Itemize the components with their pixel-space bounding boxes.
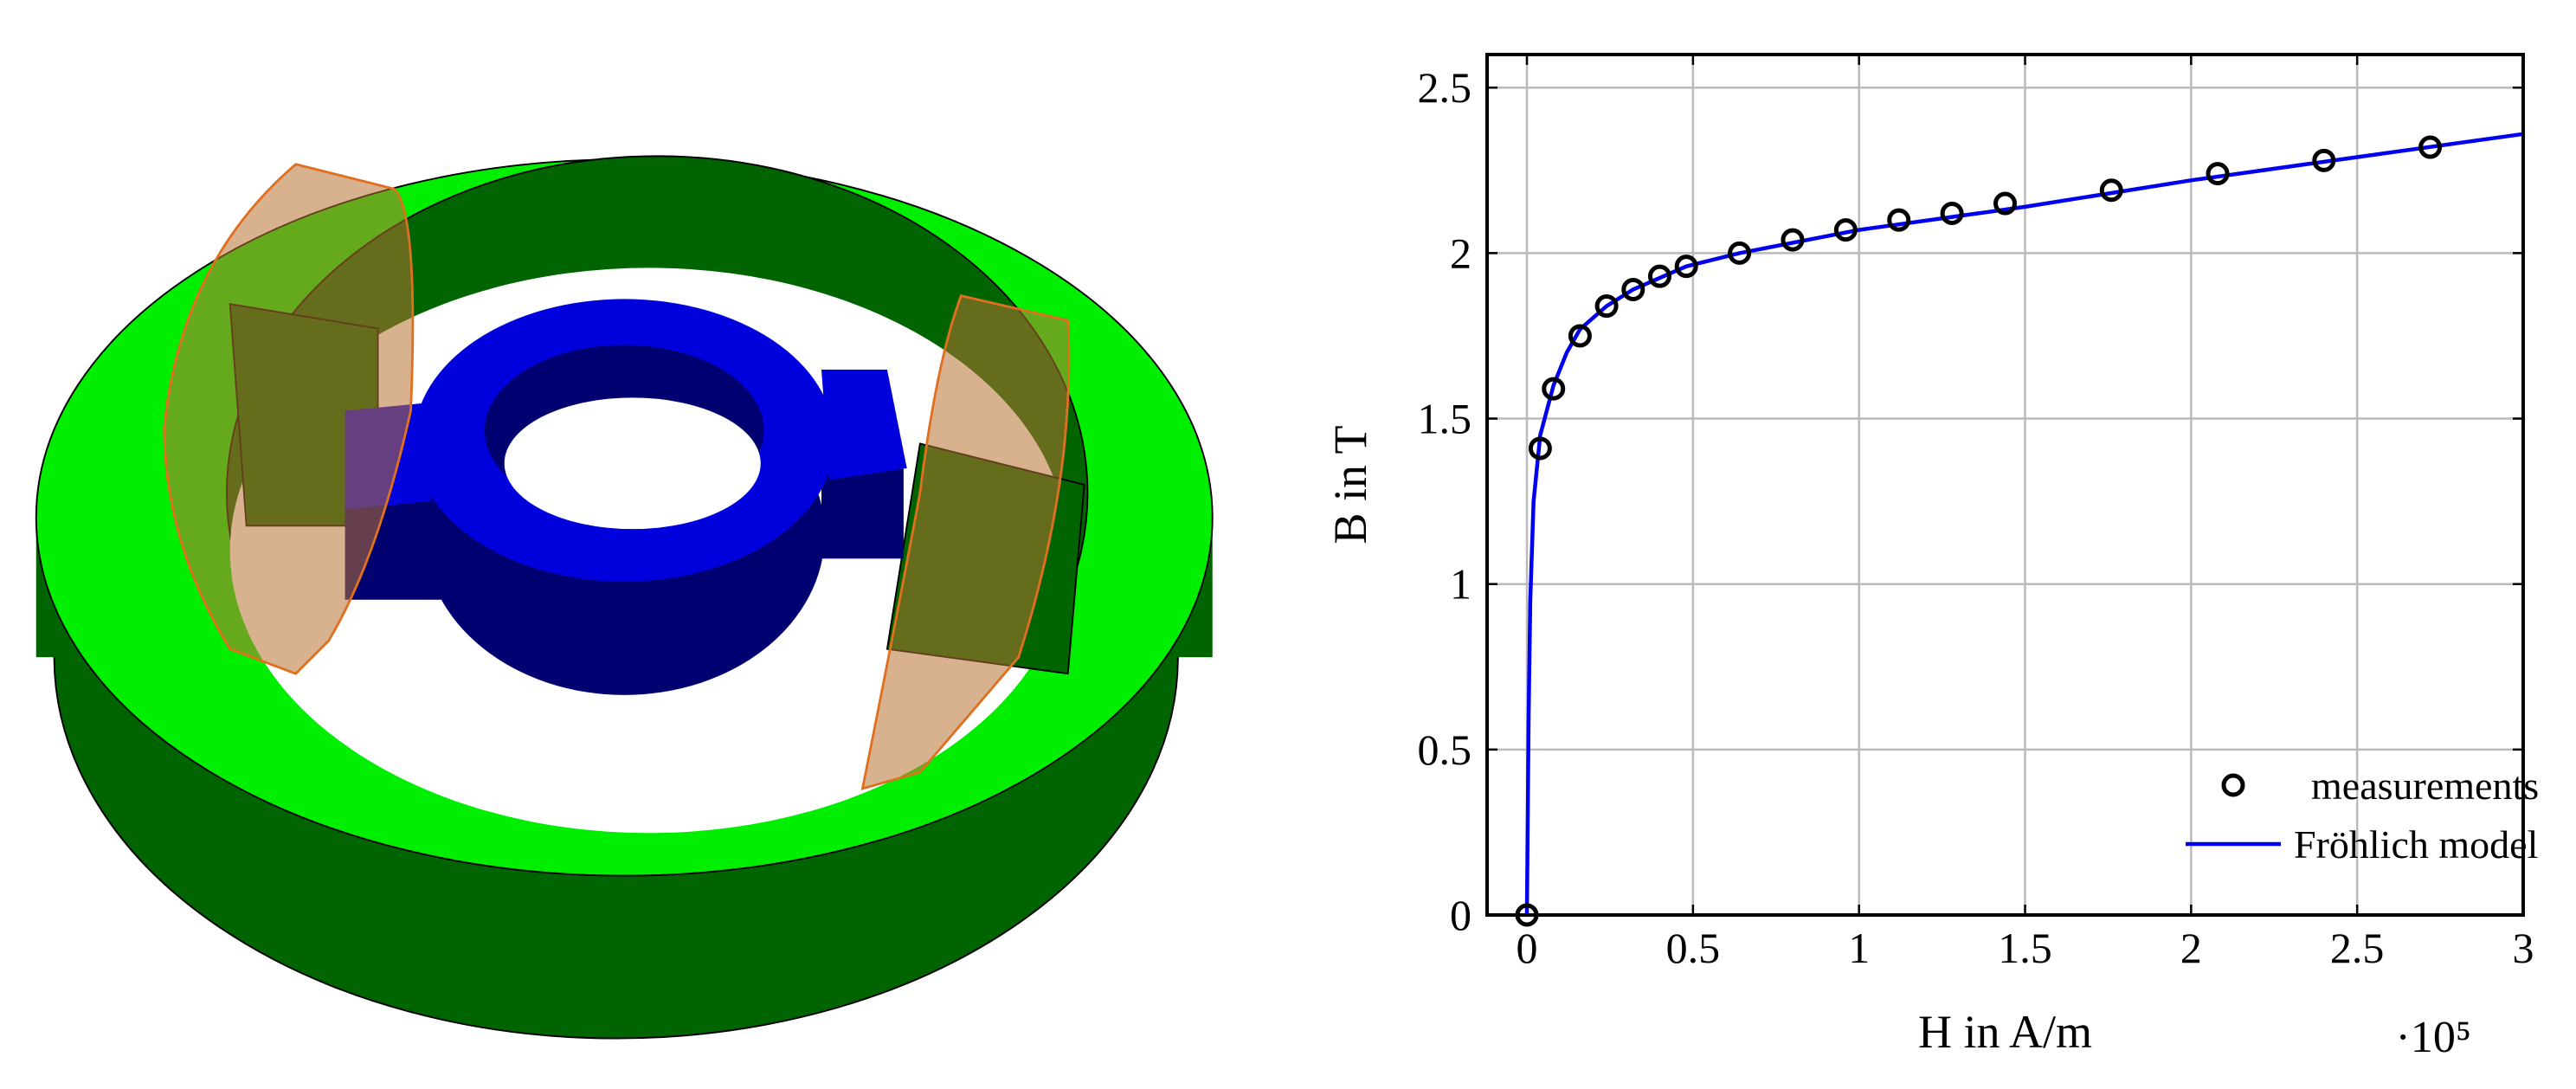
measurement-point <box>2206 162 2230 186</box>
x-axis-label: H in A/m <box>1918 1006 2092 1058</box>
legend-label: Fröhlich model <box>2294 822 2538 867</box>
x-tick-label: 0.5 <box>1666 924 1721 972</box>
measurement-point <box>1674 255 1698 279</box>
coil-right <box>860 293 1071 791</box>
x-tick-label: 2.5 <box>2330 924 2385 972</box>
plot-frame <box>1485 53 2525 917</box>
x-tick-label: 1.5 <box>1998 924 2052 972</box>
model-line <box>1524 132 2524 916</box>
x-tick-label: 1 <box>1848 924 1870 972</box>
y-tick-label: 0 <box>1450 891 1472 939</box>
x-tick-label: 2 <box>2180 924 2202 972</box>
rotor-tab-right-side <box>821 467 904 559</box>
measurement-point <box>2099 178 2123 203</box>
measurement-point <box>1621 277 1645 301</box>
measurement-point <box>1833 218 1858 242</box>
measurement-point <box>1568 324 1592 348</box>
measurement-point <box>2312 148 2336 172</box>
y-tick-label: 1 <box>1450 560 1472 609</box>
measurement-point <box>1781 228 1805 252</box>
measurement-point <box>1594 294 1619 319</box>
x-multiplier: ·10⁵ <box>2396 1013 2471 1062</box>
y-tick-label: 2.5 <box>1418 63 1472 112</box>
rotor-tab-right <box>821 370 907 480</box>
measurement-point <box>1940 202 1964 226</box>
x-tick-label: 0 <box>1517 924 1538 972</box>
legend-label: measurements <box>2311 764 2539 808</box>
y-axis-label: B in T <box>1324 425 1376 544</box>
coil-left <box>163 163 415 675</box>
measurement-point <box>2418 135 2443 159</box>
y-tick-label: 0.5 <box>1418 725 1472 774</box>
measurement-point <box>1648 264 1671 288</box>
rotor-bore <box>504 397 761 530</box>
motor-illustration <box>35 155 1214 1040</box>
x-tick-label: 3 <box>2513 924 2534 972</box>
measurement-point <box>1887 208 1911 232</box>
y-tick-label: 2 <box>1450 229 1472 277</box>
measurement-point <box>1542 377 1566 401</box>
measurement-point <box>1993 191 2017 216</box>
measurement-point <box>1728 241 1752 265</box>
measurement-point <box>1528 436 1552 461</box>
y-tick-label: 1.5 <box>1418 395 1472 443</box>
legend-marker <box>2221 773 2245 797</box>
